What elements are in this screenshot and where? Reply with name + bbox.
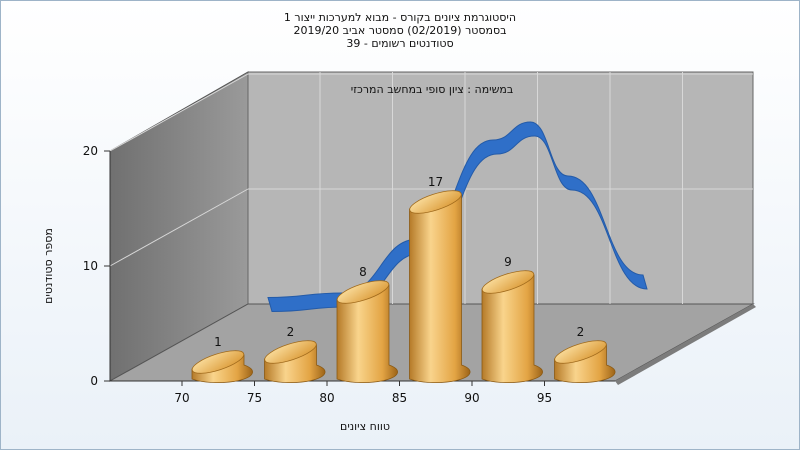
bar-top-2 — [336, 280, 390, 304]
bar-5: 2 — [554, 325, 616, 384]
grid-line-left-1 — [109, 73, 249, 152]
bar-top-1 — [264, 340, 317, 364]
chart-title-line-2: בסמסטר (02/2019) סמסטר אביב 2019/20 — [293, 24, 507, 37]
bar-top-4 — [481, 270, 535, 294]
bar-1: 2 — [264, 325, 326, 384]
x-tick-label-3: 85 — [392, 391, 407, 405]
grid-line-left-0 — [109, 188, 249, 267]
x-tick-label-5: 95 — [537, 391, 552, 405]
bar-body-1 — [264, 344, 326, 384]
bar-top-3 — [409, 190, 462, 214]
x-tick-label-0: 70 — [174, 391, 189, 405]
bar-data-label-1: 2 — [287, 325, 295, 339]
x-tick-label-2: 80 — [319, 391, 334, 405]
bar-data-label-3: 17 — [428, 175, 443, 189]
bars: 1 2 8 17 9 2 — [191, 175, 616, 384]
bar-4: 9 — [481, 255, 543, 384]
x-tick-label-1: 75 — [247, 391, 262, 405]
bar-body-2 — [336, 284, 398, 384]
bar-body-4 — [481, 274, 543, 384]
chart-title-line-3: סטודנטים רשומים - 39 — [346, 37, 454, 50]
bar-data-label-0: 1 — [214, 335, 222, 349]
chart-title-line-1: היסטוגרמת ציונים בקורס - מבוא למערכות יי… — [283, 11, 517, 24]
x-tick-label-4: 90 — [464, 391, 479, 405]
gridlines — [109, 72, 753, 304]
y-tick-label-0: 0 — [90, 374, 98, 388]
bar-3: 17 — [409, 175, 471, 384]
y-tick-label-1: 10 — [83, 259, 98, 273]
back-wall — [247, 71, 754, 305]
bar-data-label-2: 8 — [359, 265, 367, 279]
x-axis-label: טווח ציונים — [340, 420, 390, 433]
bar-data-label-5: 2 — [577, 325, 585, 339]
bar-top-0 — [191, 350, 245, 374]
y-axis-label: מספר סטודנטים — [42, 228, 55, 304]
bar-data-label-4: 9 — [504, 255, 512, 269]
floor-edge — [615, 304, 756, 385]
y-axis-ticks: 0 10 20 — [83, 144, 110, 388]
bar-body-5 — [554, 344, 616, 384]
chart-subtitle: במשימה : ציון סופי במחשב המרכזי — [351, 83, 514, 96]
y-tick-label-2: 20 — [83, 144, 98, 158]
bar-top-5 — [554, 340, 607, 364]
x-axis-ticks: 70 75 80 85 90 95 — [174, 381, 552, 405]
bar-0: 1 — [191, 335, 253, 384]
bar-body-3 — [409, 194, 471, 384]
bar-2: 8 — [336, 265, 398, 384]
